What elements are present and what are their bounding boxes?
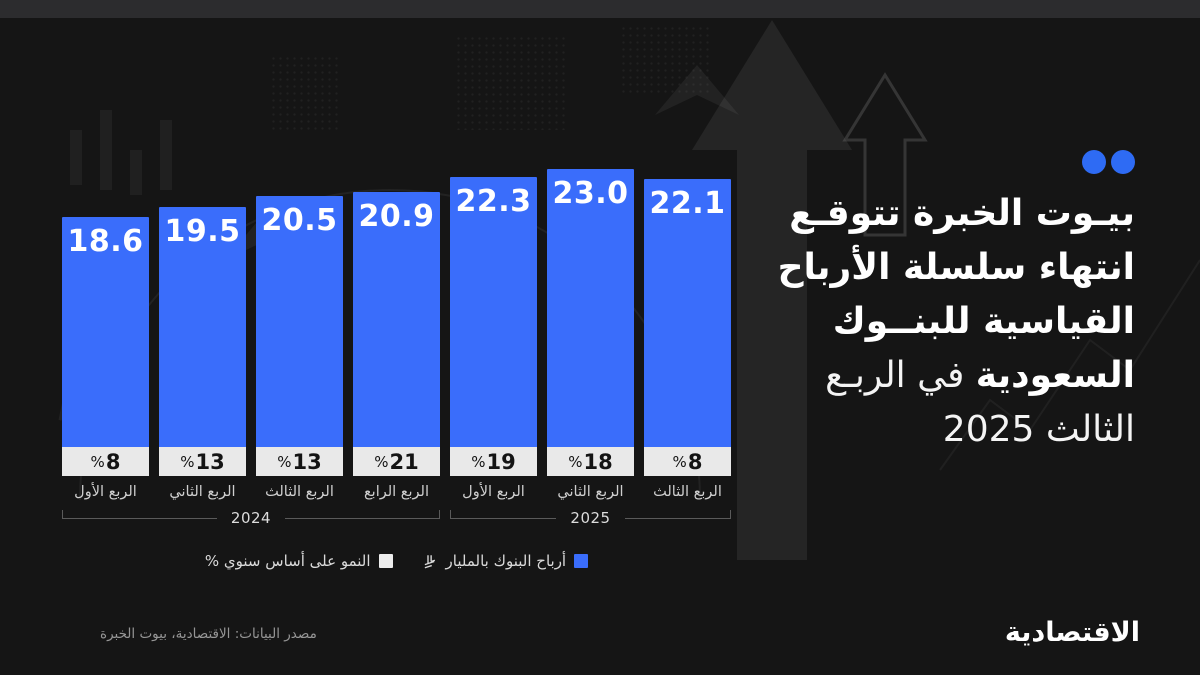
growth-value: 13 xyxy=(292,449,322,474)
growth-badge: % 18 xyxy=(547,447,634,476)
headline-line-4-bold: السعودية xyxy=(975,355,1135,396)
pixel-pattern xyxy=(620,25,710,95)
chart-legend: أرباح البنوك بالمليار النمو على أساس سنوي… xyxy=(62,552,731,570)
quarter-label: الربع الثاني xyxy=(557,484,624,500)
headline-block: بيـوت الخبرة تتوقـع انتهاء سلسلة الأرباح… xyxy=(715,150,1135,457)
year-bracket: 2025 xyxy=(450,509,731,527)
brand-logo: الاقتصادية xyxy=(1004,617,1141,648)
bar-value-label: 20.9 xyxy=(358,199,435,234)
headline-line-4-regular: في الربـع xyxy=(825,355,976,396)
bar-value-label: 19.5 xyxy=(164,214,241,249)
legend-label: أرباح البنوك بالمليار xyxy=(445,552,567,570)
blue-dot-icon xyxy=(1082,150,1106,174)
percent-sign: % xyxy=(568,452,583,471)
year-label: 2024 xyxy=(230,509,272,527)
bar-value-label: 18.6 xyxy=(67,224,144,259)
legend-item: النمو على أساس سنوي % xyxy=(205,552,393,570)
headline-line-5: الثالث 2025 xyxy=(942,409,1135,450)
percent-sign: % xyxy=(90,452,105,471)
growth-badge: % 13 xyxy=(159,447,246,476)
bar-value-label: 23.0 xyxy=(552,176,629,211)
bar: 22.1% 8 xyxy=(644,179,731,476)
headline-line-4: السعودية في الربـع xyxy=(715,349,1135,403)
headline-line-2: انتهاء سلسلة الأرباح xyxy=(777,247,1135,288)
growth-value: 19 xyxy=(486,449,516,474)
growth-badge: % 8 xyxy=(62,447,149,476)
growth-value: 18 xyxy=(583,449,613,474)
bank-profits-bar-chart: 18.6% 8 19.5% 13 20.5% 13 20.9% 21 22.3% 19 23.0% 1… xyxy=(62,160,731,527)
bar-value-label: 20.5 xyxy=(261,203,338,238)
legend-label: النمو على أساس سنوي % xyxy=(204,552,371,570)
bar: 20.5% 13 xyxy=(256,196,343,476)
top-strip xyxy=(0,0,1200,18)
headline-line-3: القياسية للبنــوك xyxy=(832,301,1135,342)
bar-value-label: 22.1 xyxy=(649,186,726,221)
pixel-pattern xyxy=(270,55,340,130)
growth-value: 13 xyxy=(195,449,225,474)
quarter-label: الربع الأول xyxy=(74,484,137,500)
growth-value: 8 xyxy=(687,449,703,474)
year-brackets-row: 2024 2025 xyxy=(62,509,731,527)
percent-sign: % xyxy=(180,452,195,471)
percent-sign: % xyxy=(672,452,687,471)
data-source-note: مصدر البيانات: الاقتصادية، بيوت الخبرة xyxy=(100,626,317,642)
bars-row: 18.6% 8 19.5% 13 20.5% 13 20.9% 21 22.3% 19 23.0% 1… xyxy=(62,160,731,476)
percent-sign: % xyxy=(277,452,292,471)
growth-value: 8 xyxy=(105,449,121,474)
quarter-label: الربع الثالث xyxy=(653,484,722,500)
year-bracket: 2024 xyxy=(62,509,440,527)
blue-dot-icon xyxy=(1111,150,1135,174)
bar: 23.0% 18 xyxy=(547,169,634,476)
bar: 20.9% 21 xyxy=(353,192,440,476)
year-label: 2025 xyxy=(570,509,611,527)
quarter-label: الربع الرابع xyxy=(363,484,430,500)
quarter-label: الربع الثاني xyxy=(169,484,236,500)
brand-dots-icon xyxy=(715,150,1135,174)
percent-sign: % xyxy=(471,452,486,471)
bar: 22.3% 19 xyxy=(450,177,537,476)
legend-swatch xyxy=(378,554,393,568)
quarter-label: الربع الثالث xyxy=(265,484,334,500)
percent-sign: % xyxy=(374,452,389,471)
growth-value: 21 xyxy=(389,449,419,474)
headline-line-1: بيـوت الخبرة تتوقـع xyxy=(789,193,1135,234)
growth-badge: % 19 xyxy=(450,447,537,476)
bar: 19.5% 13 xyxy=(159,207,246,476)
legend-swatch xyxy=(574,554,589,568)
pixel-pattern xyxy=(455,35,565,130)
bar-value-label: 22.3 xyxy=(455,184,532,219)
legend-item: أرباح البنوك بالمليار xyxy=(423,552,589,570)
bar: 18.6% 8 xyxy=(62,217,149,476)
growth-badge: % 8 xyxy=(644,447,731,476)
saudi-riyal-icon xyxy=(424,554,435,568)
growth-badge: % 13 xyxy=(256,447,343,476)
growth-badge: % 21 xyxy=(353,447,440,476)
quarter-label: الربع الأول xyxy=(462,484,525,500)
quarter-labels-row: الربع الأول الربع الثاني الربع الثالث الربع… xyxy=(62,484,731,500)
